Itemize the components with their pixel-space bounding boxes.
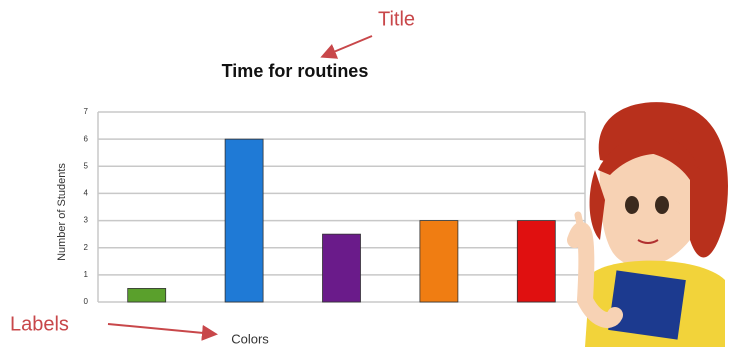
y-tick-label: 4	[84, 189, 89, 198]
y-tick-label: 5	[84, 161, 89, 170]
annotation-arrow	[320, 35, 373, 59]
bar	[127, 288, 167, 303]
y-tick-label: 2	[84, 243, 89, 252]
bar	[516, 220, 556, 303]
bar	[419, 220, 459, 303]
y-axis-label: Number of Students	[56, 163, 68, 261]
teacher-illustration	[567, 102, 728, 347]
annotation: Labels	[10, 313, 69, 335]
bar	[224, 138, 264, 303]
y-tick-label: 7	[84, 107, 89, 116]
chart-title: Time for routines	[222, 61, 369, 81]
annotation-arrow	[107, 323, 218, 341]
annotation: Title	[378, 8, 415, 30]
y-tick-label: 0	[84, 297, 89, 306]
y-tick-label: 6	[84, 134, 89, 143]
y-tick-label: 3	[84, 216, 89, 225]
bar	[322, 233, 361, 303]
x-axis-label: Colors	[231, 331, 269, 346]
y-tick-label: 1	[84, 270, 89, 279]
